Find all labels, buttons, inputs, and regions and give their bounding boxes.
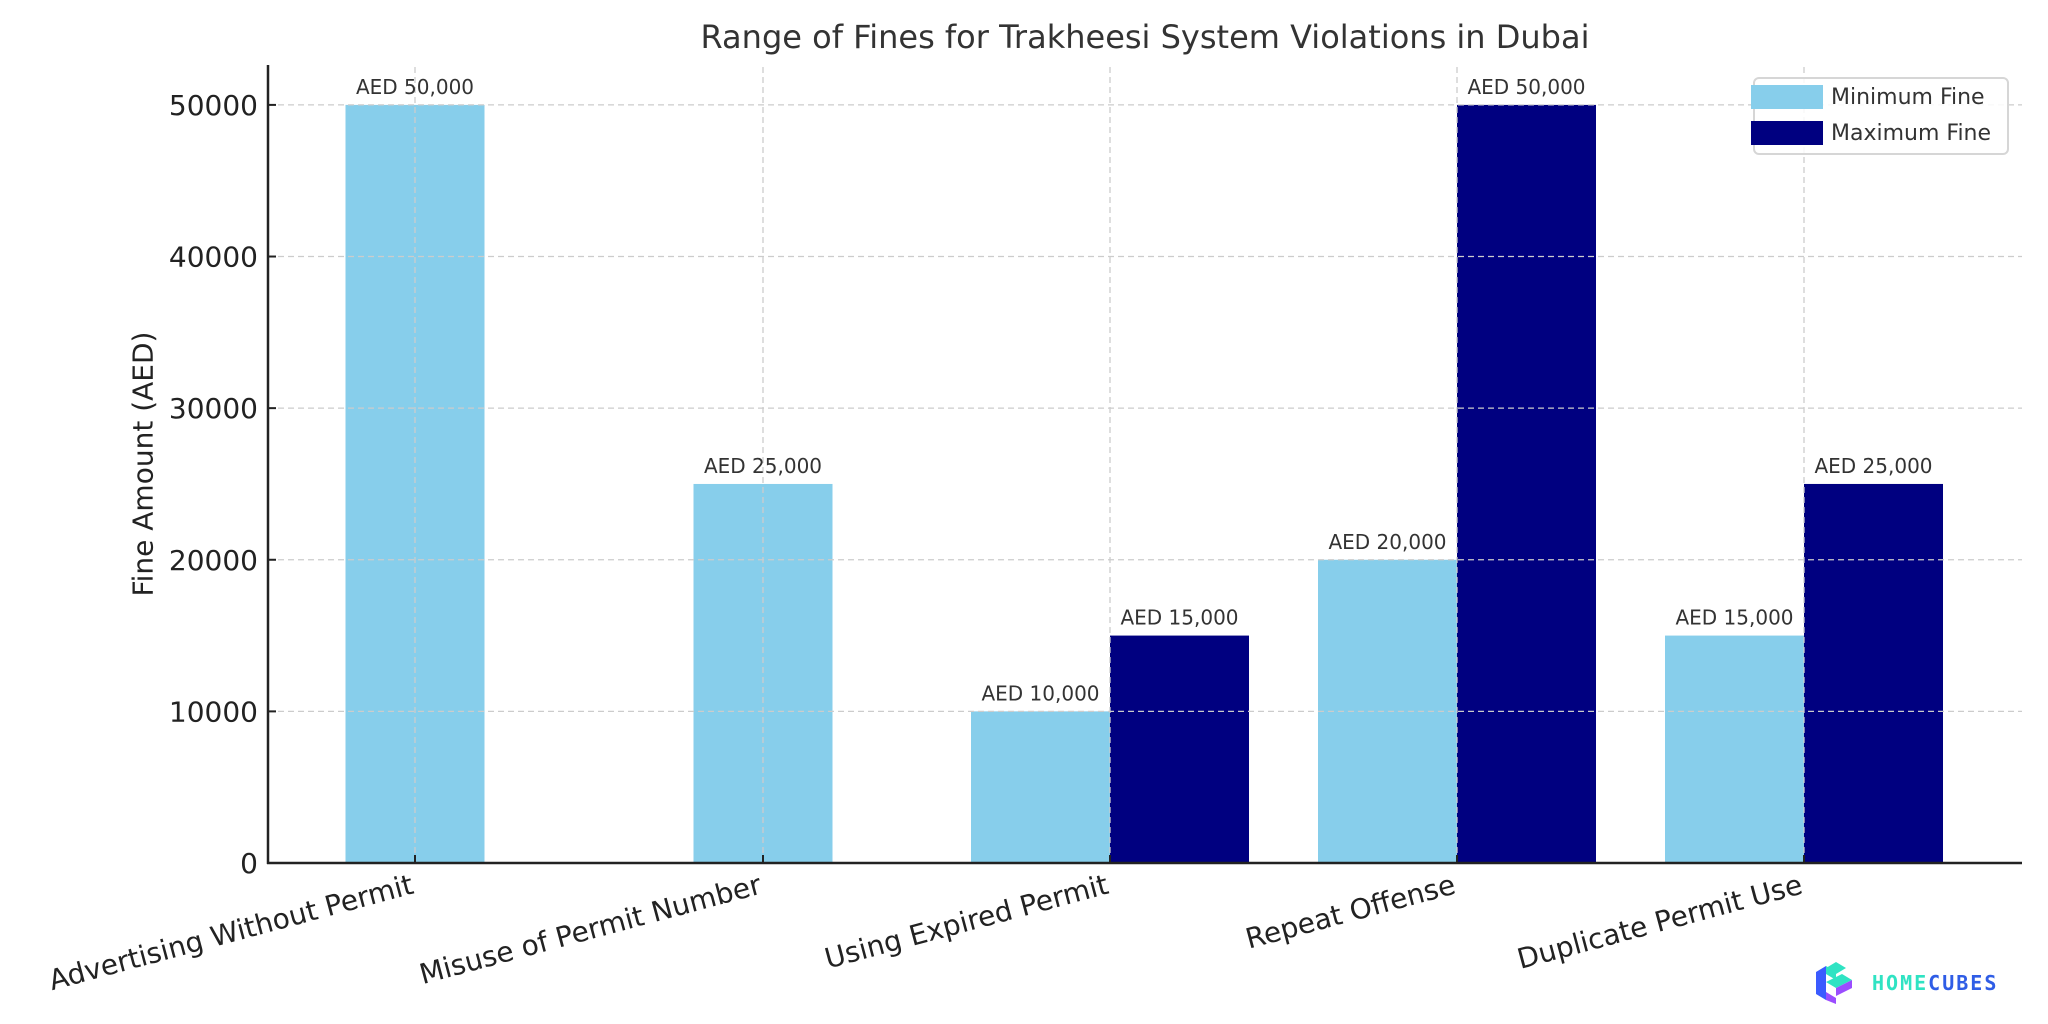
gridlines xyxy=(268,67,2022,863)
legend-swatch-maximum xyxy=(1751,121,1823,145)
x-tick-label: Repeat Offense xyxy=(1242,868,1459,956)
cube-logo-icon xyxy=(1816,962,1852,1004)
legend-label-maximum: Maximum Fine xyxy=(1831,120,1992,146)
bar-minimum-fine xyxy=(1665,635,1804,863)
chart-title: Range of Fines for Trakheesi System Viol… xyxy=(700,18,1590,56)
bar-value-label: AED 15,000 xyxy=(1120,606,1238,630)
bar-maximum-fine xyxy=(1457,104,1596,863)
logo-cubes: CUBES xyxy=(1928,971,1999,995)
y-tick-label: 0 xyxy=(240,847,258,880)
bar-value-label: AED 15,000 xyxy=(1675,606,1793,630)
y-tick-label: 40000 xyxy=(169,241,258,274)
bar-value-label: AED 50,000 xyxy=(1467,75,1585,99)
bars-group xyxy=(345,104,1943,863)
logo-wordmark: HOMECUBES xyxy=(1872,971,1998,995)
homecubes-logo: HOMECUBES xyxy=(1812,960,1998,1006)
bar-value-labels: AED 50,000 AED 25,000 AED 10,000 AED 15,000… xyxy=(356,75,1933,705)
bar-value-label: AED 20,000 xyxy=(1328,530,1446,554)
bar-value-label: AED 50,000 xyxy=(356,75,474,99)
bar-maximum-fine xyxy=(1110,635,1249,863)
x-tick-label: Advertising Without Permit xyxy=(45,868,417,997)
x-tick-label: Misuse of Permit Number xyxy=(416,868,765,991)
bar-maximum-fine xyxy=(1804,483,1943,863)
bar-value-label: AED 10,000 xyxy=(981,681,1099,705)
x-tick-label: Duplicate Permit Use xyxy=(1514,868,1806,976)
legend-item-minimum: Minimum Fine xyxy=(1751,84,1985,110)
legend-swatch-minimum xyxy=(1751,85,1823,109)
legend: Minimum Fine Maximum Fine xyxy=(1751,77,2009,155)
bar-minimum-fine xyxy=(971,711,1110,863)
logo-home: HOME xyxy=(1872,971,1929,995)
legend-item-maximum: Maximum Fine xyxy=(1751,120,1992,146)
bar-value-label: AED 25,000 xyxy=(704,454,822,478)
y-tick-label: 10000 xyxy=(169,695,258,728)
y-tick-label: 50000 xyxy=(169,89,258,122)
y-tick-label: 30000 xyxy=(169,392,258,425)
x-tick-label: Using Expired Permit xyxy=(821,868,1112,975)
bar-value-label: AED 25,000 xyxy=(1814,454,1932,478)
y-tick-label: 20000 xyxy=(169,544,258,577)
legend-label-minimum: Minimum Fine xyxy=(1831,84,1985,110)
